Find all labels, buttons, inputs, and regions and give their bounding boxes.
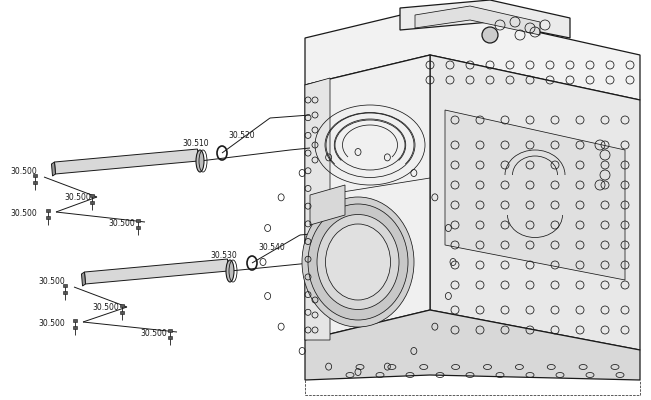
Text: 30.500: 30.500 xyxy=(38,278,64,286)
Polygon shape xyxy=(81,272,85,286)
Polygon shape xyxy=(305,78,330,340)
Text: 30.520: 30.520 xyxy=(228,130,255,140)
Polygon shape xyxy=(136,226,140,229)
Polygon shape xyxy=(90,201,94,204)
Polygon shape xyxy=(415,6,540,35)
Text: 30.500: 30.500 xyxy=(92,304,118,312)
Ellipse shape xyxy=(302,197,414,327)
Polygon shape xyxy=(33,174,37,177)
Text: 30.500: 30.500 xyxy=(108,218,135,228)
Polygon shape xyxy=(430,55,640,350)
Polygon shape xyxy=(63,291,67,294)
Polygon shape xyxy=(90,194,94,197)
Polygon shape xyxy=(46,216,50,219)
Text: 30.540: 30.540 xyxy=(258,242,284,252)
Polygon shape xyxy=(168,336,172,339)
Polygon shape xyxy=(136,219,140,222)
Polygon shape xyxy=(73,319,77,322)
Text: 30.500: 30.500 xyxy=(64,194,90,202)
Ellipse shape xyxy=(226,260,234,282)
Polygon shape xyxy=(120,311,124,314)
Polygon shape xyxy=(55,149,199,174)
Polygon shape xyxy=(85,259,229,284)
Text: 30.500: 30.500 xyxy=(38,318,64,328)
Polygon shape xyxy=(51,162,55,176)
Text: 30.530: 30.530 xyxy=(210,250,237,260)
Text: 30.500: 30.500 xyxy=(10,168,36,176)
Polygon shape xyxy=(305,55,430,340)
Text: 30.500: 30.500 xyxy=(10,208,36,218)
Polygon shape xyxy=(400,0,570,38)
Text: 30.510: 30.510 xyxy=(182,138,208,148)
Polygon shape xyxy=(305,8,640,100)
Ellipse shape xyxy=(317,214,399,310)
Ellipse shape xyxy=(308,204,408,320)
Polygon shape xyxy=(120,304,124,307)
Polygon shape xyxy=(168,329,172,332)
Ellipse shape xyxy=(196,150,204,172)
Polygon shape xyxy=(305,310,640,380)
Polygon shape xyxy=(445,110,625,280)
Text: 30.500: 30.500 xyxy=(140,328,167,338)
Polygon shape xyxy=(33,181,37,184)
Ellipse shape xyxy=(326,224,391,300)
Circle shape xyxy=(482,27,498,43)
Polygon shape xyxy=(310,185,345,225)
Polygon shape xyxy=(73,326,77,329)
Polygon shape xyxy=(46,209,50,212)
Polygon shape xyxy=(63,284,67,287)
